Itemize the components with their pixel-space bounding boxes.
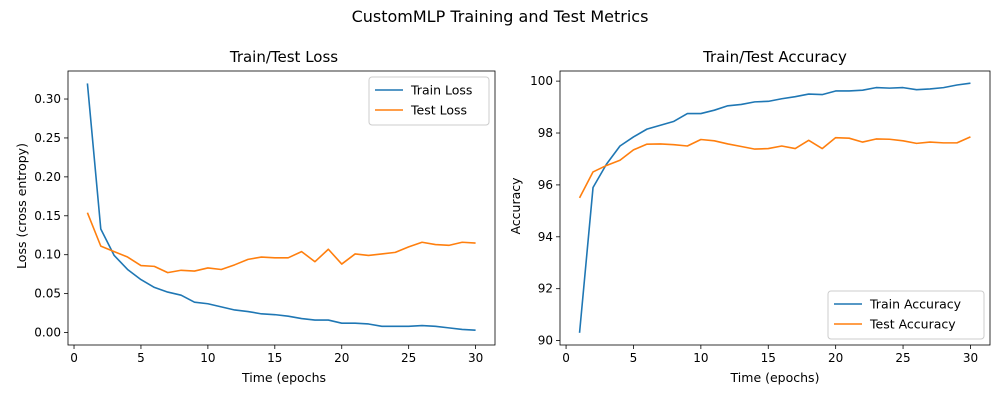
accuracy-x-axis-label: Time (epochs) <box>730 370 820 385</box>
accuracy-x-tick-label: 10 <box>693 351 708 365</box>
loss-x-tick-label: 0 <box>70 351 78 365</box>
accuracy-x-tick-label: 20 <box>828 351 843 365</box>
accuracy-plot-frame <box>559 70 991 346</box>
loss-x-tick-label: 25 <box>401 351 416 365</box>
loss-chart-panel: Train/Test Loss Time (epochs Loss (cross… <box>14 48 496 385</box>
accuracy-y-tick-label: 96 <box>538 178 553 192</box>
loss-y-axis-label: Loss (cross entropy) <box>14 143 29 269</box>
loss-y-tick-label: 0.25 <box>34 131 61 145</box>
loss-x-tick-label: 30 <box>468 351 483 365</box>
loss-x-tick-label: 20 <box>334 351 349 365</box>
accuracy-legend-label-test: Test Accuracy <box>869 317 956 332</box>
loss-y-tick-label: 0.10 <box>34 248 61 262</box>
loss-series-test-line <box>86 212 476 274</box>
accuracy-x-tick-label: 25 <box>895 351 910 365</box>
loss-y-tick-label: 0.00 <box>34 326 61 340</box>
loss-plot-frame <box>67 70 496 346</box>
figure-title: CustomMLP Training and Test Metrics <box>352 7 649 26</box>
accuracy-x-tick-label: 15 <box>761 351 776 365</box>
loss-legend-box <box>368 76 490 126</box>
loss-series-train-line <box>86 83 476 332</box>
accuracy-x-tick-label: 30 <box>963 351 978 365</box>
loss-x-tick-label: 10 <box>200 351 215 365</box>
loss-y-tick-label: 0.30 <box>34 92 61 106</box>
accuracy-y-tick-label: 90 <box>538 334 553 348</box>
accuracy-legend-label-train: Train Accuracy <box>869 297 962 312</box>
accuracy-series-test-line <box>578 136 971 199</box>
accuracy-legend-box <box>827 290 985 340</box>
loss-x-tick-label: 15 <box>267 351 282 365</box>
accuracy-y-axis-label: Accuracy <box>508 177 523 235</box>
accuracy-series-train-line <box>578 82 971 333</box>
accuracy-x-tick-label: 0 <box>562 351 570 365</box>
accuracy-chart-panel: Train/Test Accuracy Time (epochs) Accura… <box>508 48 991 385</box>
accuracy-y-tick-label: 94 <box>538 230 553 244</box>
accuracy-legend: Train Accuracy Test Accuracy <box>827 290 985 340</box>
loss-legend-label-test: Test Loss <box>410 103 467 118</box>
accuracy-y-tick-label: 92 <box>538 282 553 296</box>
loss-chart-title: Train/Test Loss <box>229 48 338 66</box>
loss-y-tick-label: 0.05 <box>34 287 61 301</box>
accuracy-y-tick-label: 98 <box>538 126 553 140</box>
accuracy-chart-title: Train/Test Accuracy <box>702 48 847 66</box>
loss-x-axis-label: Time (epochs <box>241 370 326 385</box>
loss-y-tick-label: 0.15 <box>34 209 61 223</box>
loss-legend: Train Loss Test Loss <box>368 76 490 126</box>
accuracy-y-tick-label: 100 <box>530 74 553 88</box>
loss-x-tick-label: 5 <box>137 351 145 365</box>
accuracy-x-tick-label: 5 <box>630 351 638 365</box>
loss-legend-label-train: Train Loss <box>410 83 472 98</box>
loss-y-tick-label: 0.20 <box>34 170 61 184</box>
